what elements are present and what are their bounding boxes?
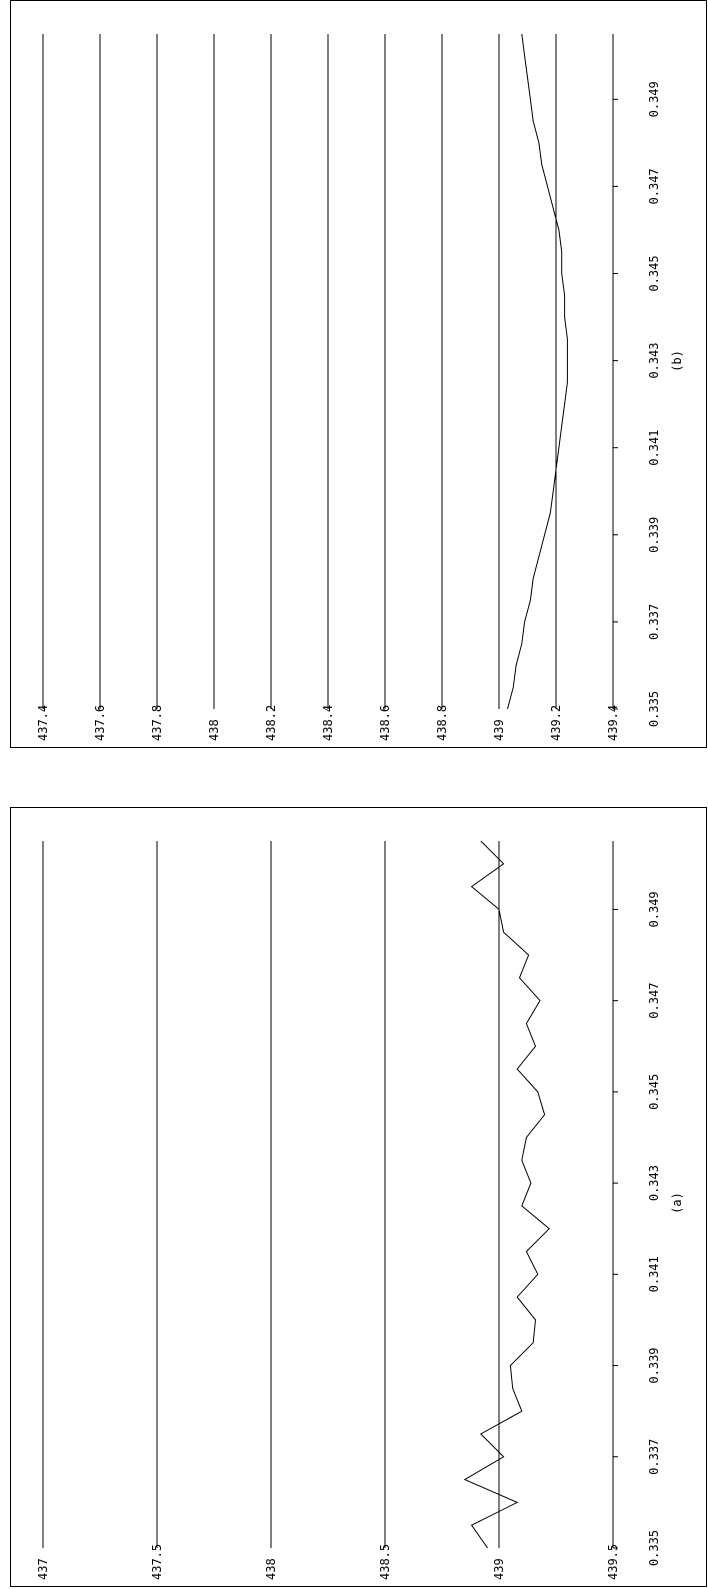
chart-b-y-tick-label: 439.2 — [549, 705, 563, 741]
chart-a-series-line — [463, 840, 550, 1549]
chart-a-x-tick-label: 0.339 — [647, 1347, 661, 1383]
chart-a-x-tick-label: 0.343 — [647, 1165, 661, 1201]
chart-a-x-tick-label: 0.341 — [647, 1256, 661, 1292]
chart-b-y-tick-label: 438.6 — [378, 705, 392, 741]
chart-a: 439.5 439 438.5 438 437.5 437 0.335 0.337 0.339 0… — [36, 840, 684, 1580]
chart-b-y-tick-label: 438.8 — [435, 705, 449, 741]
chart-b-y-tick-label: 437.6 — [93, 705, 107, 741]
chart-b-x-tick-label: 0.347 — [647, 168, 661, 204]
chart-a-caption: (a) — [670, 1192, 684, 1214]
chart-b-y-tick-label: 439 — [492, 719, 506, 741]
chart-b-y-tick-label: 437.4 — [36, 705, 50, 741]
chart-b-y-tick-label: 438.2 — [264, 705, 278, 741]
chart-b-x-tick-label: 0.337 — [647, 604, 661, 640]
chart-b-caption: (b) — [670, 350, 684, 372]
chart-a-x-tick-label: 0.345 — [647, 1074, 661, 1110]
chart-b-y-tick-label: 438.4 — [321, 705, 335, 741]
chart-a-y-tick-label: 438 — [264, 1558, 278, 1580]
chart-b-x-tick-label: 0.335 — [647, 691, 661, 727]
chart-a-panel: 439.5 439 438.5 438 437.5 437 0.335 0.337 0.339 0… — [10, 807, 707, 1587]
chart-b-y-tick-label: 439.4 — [606, 705, 620, 741]
chart-b-x-tick-label: 0.349 — [647, 81, 661, 117]
chart-a-y-tick-label: 439 — [492, 1558, 506, 1580]
chart-b-x-tick-label: 0.345 — [647, 255, 661, 291]
chart-b: 439.4 439.2 439 438.8 438.6 438.4 438.2 438 437.… — [36, 33, 684, 741]
chart-a-y-tick-label: 439.5 — [606, 1544, 620, 1580]
chart-b-y-tick-label: 437.8 — [150, 705, 164, 741]
chart-b-panel: 439.4 439.2 439 438.8 438.6 438.4 438.2 438 437.… — [10, 0, 707, 748]
chart-a-y-tick-label: 438.5 — [378, 1544, 392, 1580]
chart-a-x-tick-label: 0.335 — [647, 1530, 661, 1566]
chart-a-x-tick-label: 0.349 — [647, 891, 661, 927]
chart-b-x-tick-label: 0.339 — [647, 517, 661, 553]
chart-b-x-tick-label: 0.341 — [647, 430, 661, 466]
chart-a-y-tick-label: 437 — [36, 1558, 50, 1580]
chart-a-y-tick-label: 437.5 — [150, 1544, 164, 1580]
chart-a-x-tick-label: 0.347 — [647, 983, 661, 1019]
chart-b-series-line — [507, 33, 568, 710]
chart-a-x-tick-label: 0.337 — [647, 1439, 661, 1475]
chart-b-x-tick-label: 0.343 — [647, 343, 661, 379]
chart-b-y-tick-label: 438 — [207, 719, 221, 741]
